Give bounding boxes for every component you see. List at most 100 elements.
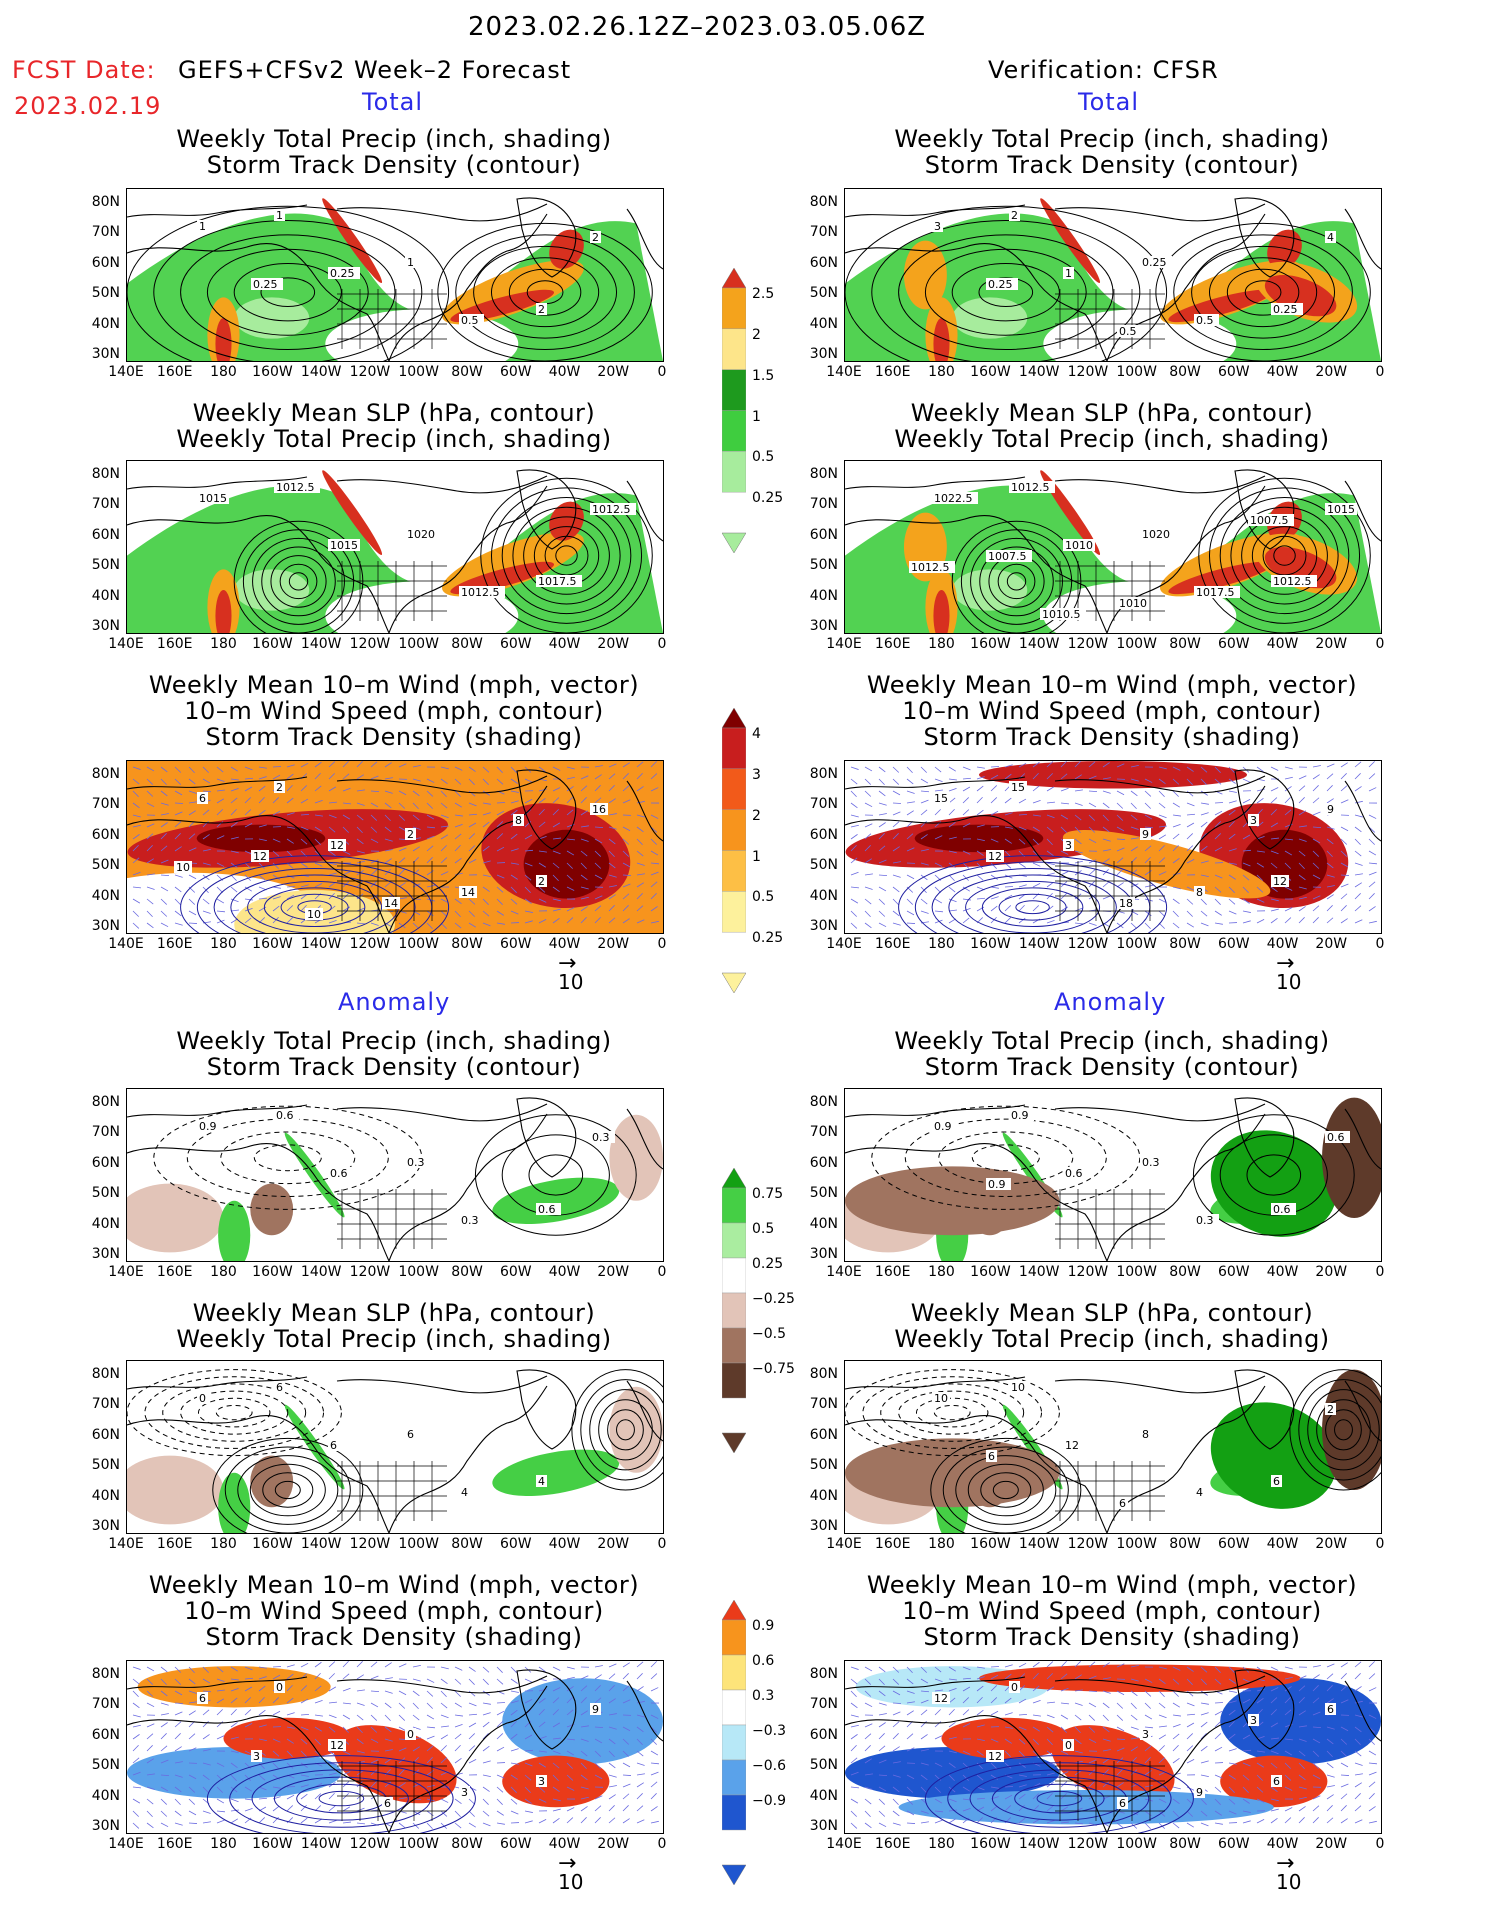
contour-label: 0.25 (330, 267, 355, 280)
contour-label-box (328, 1439, 339, 1451)
colorbar-precip-total (722, 268, 746, 553)
coastline (127, 469, 663, 633)
map-panel-r6-verification: 0 3 6 12 0 9 6 12 6 3 (844, 1660, 1382, 1834)
lon-tick-label: 60W (1217, 936, 1250, 952)
contour-label-box (590, 803, 608, 815)
dry-anom-pac-big (845, 1166, 1060, 1236)
lon-tick-label: 140W (1018, 936, 1060, 952)
lon-tick-label: 140W (300, 364, 342, 380)
lon-tick-label: 140E (826, 636, 862, 652)
coastline (127, 197, 663, 361)
contour-label: 0.25 (1273, 303, 1298, 316)
contour-label: 3 (253, 1750, 260, 1763)
lon-tick-label: 140W (300, 1536, 342, 1552)
colorbar-segment (722, 1794, 746, 1831)
contour-label: 12 (1273, 875, 1287, 888)
lat-tick-label: 80N (91, 1366, 120, 1382)
colorbar-bottom-arrow (722, 1864, 746, 1885)
lon-tick-label: 140E (108, 364, 144, 380)
lat-tick-label: 40N (91, 1487, 120, 1504)
coastline (845, 1669, 1381, 1833)
contour-label: 1022.5 (934, 492, 973, 505)
lon-tick-label: 140E (826, 364, 862, 380)
contour-label: 0.9 (934, 1120, 952, 1133)
lon-tick-label: 100W (398, 1264, 439, 1280)
lon-tick-label: 60W (499, 636, 532, 652)
colorbar-segment (722, 1362, 746, 1399)
contour-label: 0.3 (1142, 1156, 1160, 1169)
contour-label: 1012.5 (592, 503, 631, 516)
contour-label-box (1194, 314, 1219, 326)
contour-label-box (932, 1692, 950, 1704)
contour-label: 1012.5 (1273, 575, 1312, 588)
panel-title-r6-right-line3: Storm Track Density (shading) (923, 1623, 1301, 1651)
colorbar-label: 0.25 (752, 930, 784, 947)
lon-tick-label: 140W (300, 936, 342, 952)
map-canvas: 15 9 12 15 3 8 9 12 18 3 (845, 761, 1381, 933)
colorbar-label: 0.5 (752, 449, 775, 466)
contour-label-box (405, 528, 437, 540)
lon-tick-label: 180 (210, 936, 237, 952)
coastline (845, 1369, 1381, 1533)
lon-tick-label: 180 (928, 1836, 955, 1852)
contour-label: 2 (538, 875, 545, 888)
state-borders (1055, 861, 1165, 921)
coastline (127, 1097, 663, 1261)
lat-tick-label: 50N (809, 1757, 838, 1774)
colorbar-segment (722, 1759, 746, 1796)
panel-title-r2-right-line1: Weekly Mean SLP (hPa, contour) (910, 399, 1314, 427)
lon-tick-label: 60W (1217, 1264, 1250, 1280)
lat-tick-label: 80N (809, 1366, 838, 1382)
contour-label-box (1248, 814, 1259, 826)
panel-title-r6-left-line2: 10–m Wind Speed (mph, contour) (184, 1597, 604, 1625)
contour-label-box (1009, 209, 1020, 221)
lon-tick-label: 140E (108, 1264, 144, 1280)
contour-label-box (1325, 803, 1336, 815)
lon-tick-label: 160W (252, 936, 293, 952)
panel-title-r6-right-line2: 10–m Wind Speed (mph, contour) (902, 1597, 1322, 1625)
contour-label: 0.6 (1273, 1203, 1291, 1216)
panel-title-r5-right-line2: Weekly Total Precip (inch, shading) (894, 1325, 1330, 1353)
section-anomaly-left: Anomaly (338, 988, 451, 1016)
dry-anom-europe (1322, 1369, 1381, 1490)
panel-title-r4-right-line2: Storm Track Density (contour) (924, 1053, 1300, 1081)
colorbar-top-arrow (722, 1600, 746, 1621)
lat-tick-label: 30N (809, 346, 838, 362)
lon-tick-label: 20W (1315, 636, 1348, 652)
wind-anom-contours (206, 1755, 476, 1833)
contour-label: 0.3 (1196, 1214, 1214, 1227)
contour-label-box (932, 1392, 950, 1404)
contour-label: 3 (934, 220, 941, 233)
contour-label-box (986, 550, 1032, 562)
lon-tick-label: 180 (210, 636, 237, 652)
contour-label: 12 (988, 850, 1002, 863)
contour-label: 1015 (1327, 503, 1355, 516)
lat-tick-label: 70N (91, 224, 120, 241)
contour-label-box (1117, 1797, 1128, 1809)
lon-tick-label: 100W (398, 1836, 439, 1852)
colorbar-label: −0.6 (752, 1758, 786, 1774)
lat-tick-label: 30N (91, 618, 120, 634)
contour-label: 2 (407, 828, 414, 841)
precip-coastal (322, 470, 383, 555)
lon-tick-label: 80W (451, 364, 483, 380)
lon-tick-label: 80W (451, 1264, 483, 1280)
contour-label-box (274, 781, 285, 793)
contour-label: 1012.5 (1011, 481, 1050, 494)
verification-label: Verification: CFSR (988, 56, 1219, 84)
map-canvas: 2 0.25 0.25 3 1 0.5 4 0.25 0.5 (845, 197, 1381, 361)
contour-label-box (1063, 1739, 1074, 1751)
lat-tick-label: 60N (91, 1726, 120, 1743)
colorbar-label: 0.25 (752, 490, 784, 507)
contour-label: 0 (199, 1392, 206, 1405)
contour-label: 2 (1011, 209, 1018, 222)
contour-label-box (1325, 1131, 1350, 1143)
colorbar-label: 0.6 (752, 1653, 775, 1669)
vector-reference-arrow-icon: → (558, 1851, 576, 1876)
pos-anom-pac (941, 1717, 1071, 1760)
contour-label: 1 (407, 256, 414, 269)
lon-tick-label: 120W (1067, 636, 1109, 652)
lon-tick-label: 160W (252, 636, 293, 652)
contour-label: 12 (934, 1692, 948, 1705)
colorbar-label: 2 (752, 326, 761, 343)
